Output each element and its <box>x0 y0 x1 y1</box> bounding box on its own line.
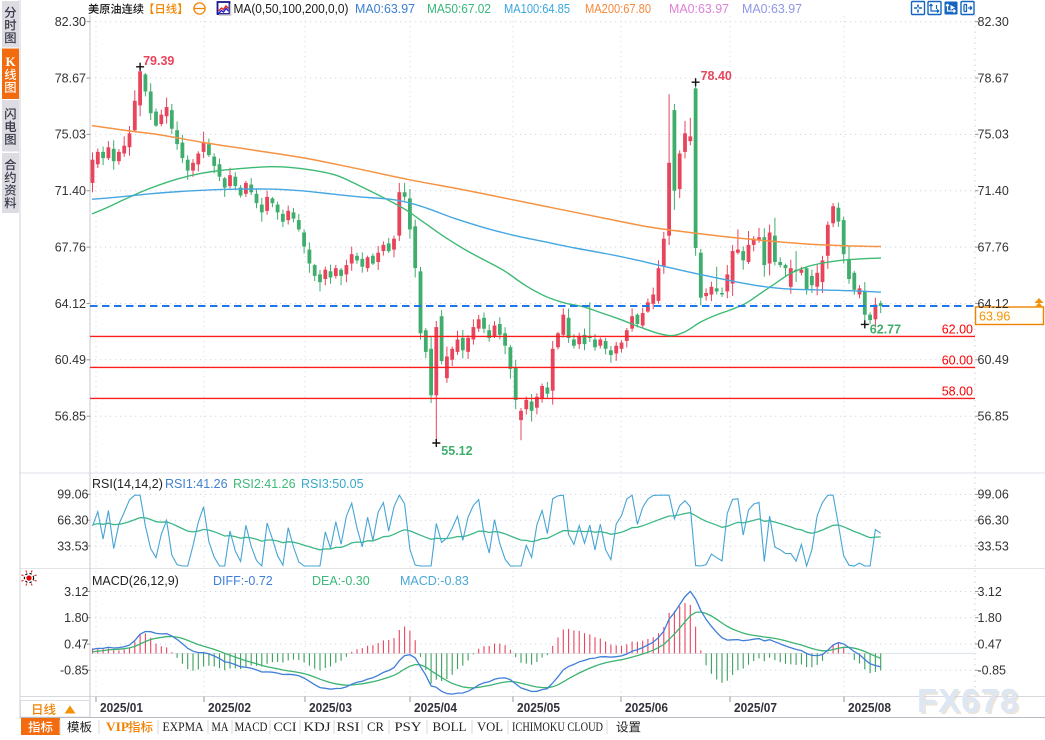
svg-text:VIP: VIP <box>106 720 129 734</box>
svg-text:FX678: FX678 <box>917 682 1019 719</box>
svg-text:56.85: 56.85 <box>55 410 86 424</box>
svg-text:78.67: 78.67 <box>55 71 86 85</box>
svg-text:DEA:-0.30: DEA:-0.30 <box>312 574 370 588</box>
svg-text:MA0:63.97: MA0:63.97 <box>355 2 415 16</box>
svg-text:2025/03: 2025/03 <box>309 701 352 715</box>
svg-text:63.96: 63.96 <box>979 310 1010 324</box>
svg-text:EXPMA: EXPMA <box>163 720 204 734</box>
svg-text:60.49: 60.49 <box>978 353 1009 367</box>
svg-text:64.12: 64.12 <box>978 297 1009 311</box>
svg-text:60.49: 60.49 <box>55 353 86 367</box>
svg-text:58.00: 58.00 <box>942 384 973 398</box>
svg-text:BOLL: BOLL <box>433 720 467 734</box>
svg-text:0.47: 0.47 <box>978 637 1002 651</box>
svg-text:ICHIMOKU CLOUD: ICHIMOKU CLOUD <box>512 720 603 734</box>
svg-text:2025/08: 2025/08 <box>848 701 891 715</box>
svg-text:MA0:63.97: MA0:63.97 <box>669 2 729 16</box>
svg-text:99.06: 99.06 <box>57 488 88 502</box>
svg-text:71.40: 71.40 <box>978 184 1009 198</box>
svg-text:MACD(26,12,9): MACD(26,12,9) <box>92 574 179 588</box>
svg-text:82.30: 82.30 <box>978 15 1009 29</box>
svg-text:66.30: 66.30 <box>57 514 88 528</box>
svg-text:33.53: 33.53 <box>57 539 88 553</box>
svg-text:55.12: 55.12 <box>441 444 472 458</box>
svg-text:PSY: PSY <box>395 720 422 734</box>
svg-text:-0.85: -0.85 <box>60 664 89 678</box>
svg-text:MA0:63.97: MA0:63.97 <box>742 2 802 16</box>
svg-text:MACD: MACD <box>235 720 268 734</box>
svg-text:67.76: 67.76 <box>978 240 1009 254</box>
svg-text:2025/01: 2025/01 <box>100 701 143 715</box>
svg-text:62.77: 62.77 <box>870 322 901 336</box>
svg-text:MA: MA <box>212 720 229 734</box>
svg-text:2025/05: 2025/05 <box>517 701 560 715</box>
svg-text:79.39: 79.39 <box>143 54 174 68</box>
svg-text:K: K <box>5 54 16 69</box>
svg-text:64.12: 64.12 <box>55 297 86 311</box>
svg-text:RSI: RSI <box>337 720 360 734</box>
svg-text:1.80: 1.80 <box>978 611 1002 625</box>
svg-text:RSI3:50.05: RSI3:50.05 <box>301 477 364 491</box>
svg-text:VOL: VOL <box>477 720 503 734</box>
svg-text:99.06: 99.06 <box>978 488 1009 502</box>
svg-text:71.40: 71.40 <box>55 184 86 198</box>
svg-text:MA100:64.85: MA100:64.85 <box>504 2 570 16</box>
svg-text:CCI: CCI <box>274 720 297 734</box>
svg-text:RSI1:41.26: RSI1:41.26 <box>165 477 228 491</box>
svg-text:3.12: 3.12 <box>978 585 1002 599</box>
svg-text:DIFF:-0.72: DIFF:-0.72 <box>213 574 273 588</box>
svg-text:KDJ: KDJ <box>304 720 331 734</box>
svg-text:MA50:67.02: MA50:67.02 <box>427 2 491 16</box>
svg-text:MA(0,50,100,200,0,0): MA(0,50,100,200,0,0) <box>234 2 349 16</box>
svg-text:75.03: 75.03 <box>978 128 1009 142</box>
svg-text:66.30: 66.30 <box>978 514 1009 528</box>
svg-text:RSI(14,14,2): RSI(14,14,2) <box>92 477 163 491</box>
svg-text:67.76: 67.76 <box>55 240 86 254</box>
svg-text:3.12: 3.12 <box>64 585 88 599</box>
svg-text:75.03: 75.03 <box>55 128 86 142</box>
svg-text:RSI2:41.26: RSI2:41.26 <box>233 477 296 491</box>
svg-text:33.53: 33.53 <box>978 539 1009 553</box>
svg-text:78.67: 78.67 <box>978 71 1009 85</box>
svg-text:FX678: FX678 <box>919 684 1021 721</box>
svg-text:2025/07: 2025/07 <box>734 701 777 715</box>
svg-text:MACD:-0.83: MACD:-0.83 <box>400 574 469 588</box>
svg-text:1.80: 1.80 <box>64 611 88 625</box>
svg-text:62.00: 62.00 <box>942 322 973 336</box>
svg-text:MA200:67.80: MA200:67.80 <box>585 2 651 16</box>
svg-text:60.00: 60.00 <box>942 353 973 367</box>
svg-text:56.85: 56.85 <box>978 410 1009 424</box>
svg-text:2025/06: 2025/06 <box>625 701 668 715</box>
svg-text:CR: CR <box>367 720 385 734</box>
svg-text:2025/02: 2025/02 <box>208 701 251 715</box>
svg-text:0.47: 0.47 <box>64 637 88 651</box>
svg-text:-0.85: -0.85 <box>978 664 1007 678</box>
svg-text:82.30: 82.30 <box>55 15 86 29</box>
svg-text:2025/04: 2025/04 <box>414 701 457 715</box>
svg-text:78.40: 78.40 <box>701 69 732 83</box>
